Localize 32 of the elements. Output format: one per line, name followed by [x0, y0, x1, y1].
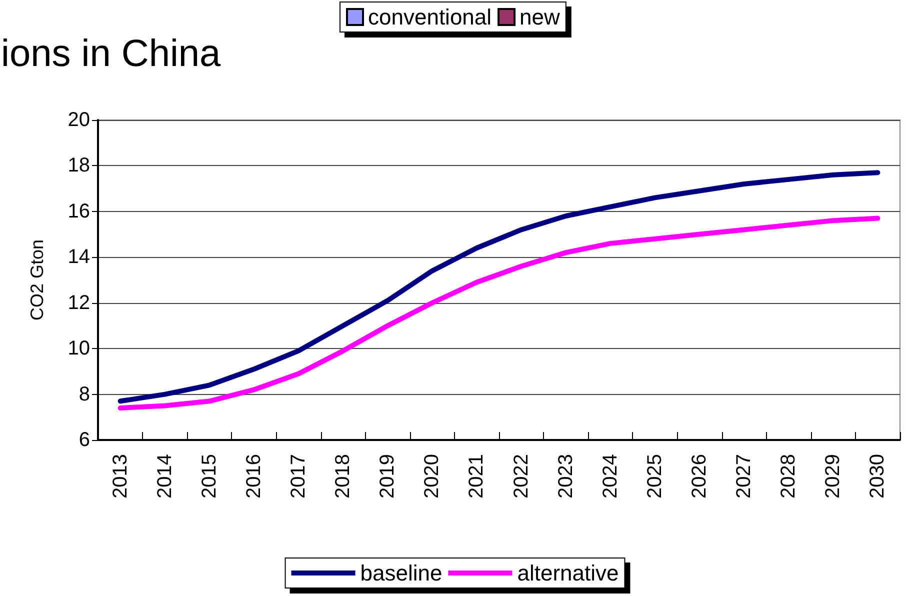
x-tick-label: 2021: [466, 454, 488, 498]
x-tick-label: 2030: [866, 454, 889, 498]
x-tick-label: 2015: [198, 454, 220, 498]
x-tick-label: 2027: [733, 454, 756, 498]
y-tick-label: 6: [78, 429, 90, 451]
x-tick-label: 2016: [242, 454, 265, 498]
legend-label: baseline: [360, 560, 442, 586]
legend-label: alternative: [517, 560, 619, 586]
y-tick-label: 8: [78, 383, 90, 406]
x-tick-label: 2019: [376, 454, 399, 498]
x-tick-label: 2013: [109, 454, 132, 498]
legend-label: conventional: [368, 4, 492, 30]
y-axis-title: CO2 Gton: [27, 239, 47, 321]
y-tick-label: 18: [68, 154, 90, 177]
x-tick-label: 2018: [332, 454, 354, 498]
x-tick-label: 2029: [822, 454, 844, 498]
y-tick-label: 12: [68, 292, 90, 314]
x-tick-label: 2022: [510, 454, 532, 498]
x-tick-label: 2028: [778, 454, 800, 498]
chart-title: ions in China: [1, 33, 222, 75]
y-tick-label: 14: [68, 246, 90, 268]
x-tick-label: 2020: [421, 454, 444, 498]
y-tick-label: 16: [68, 200, 90, 222]
x-tick-label: 2024: [599, 454, 622, 498]
y-tick-label: 10: [68, 338, 90, 360]
legend-label: new: [520, 4, 560, 30]
x-tick-label: 2023: [554, 454, 577, 498]
y-tick-label: 20: [68, 109, 90, 131]
x-tick-label: 2025: [644, 454, 666, 498]
x-tick-label: 2026: [688, 454, 710, 498]
x-tick-label: 2014: [154, 454, 176, 498]
x-tick-label: 2017: [288, 454, 310, 498]
